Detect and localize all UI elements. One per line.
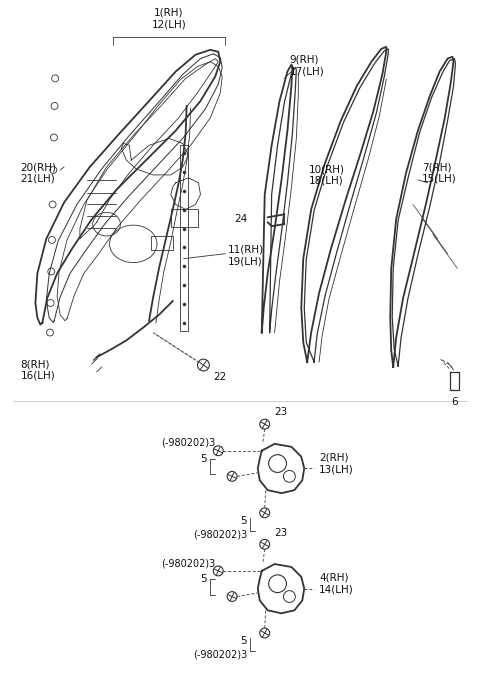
Text: 24: 24: [235, 214, 248, 224]
Text: 5: 5: [240, 516, 247, 526]
Text: 8(RH)
16(LH): 8(RH) 16(LH): [21, 359, 55, 381]
Text: (-980202)3: (-980202)3: [161, 438, 216, 448]
Text: 5: 5: [240, 636, 247, 646]
Text: 22: 22: [213, 372, 227, 382]
Bar: [180, 146, 188, 330]
Text: 1(RH)
12(LH): 1(RH) 12(LH): [152, 8, 186, 29]
Text: 5: 5: [200, 574, 206, 584]
Text: 5: 5: [200, 453, 206, 464]
Text: 20(RH)
21(LH): 20(RH) 21(LH): [21, 162, 57, 183]
Text: 9(RH)
17(LH): 9(RH) 17(LH): [289, 55, 324, 76]
Text: (-980202)3: (-980202)3: [161, 558, 216, 568]
Text: 11(RH)
19(LH): 11(RH) 19(LH): [228, 245, 264, 267]
Bar: [151, 236, 173, 250]
Text: 2(RH)
13(LH): 2(RH) 13(LH): [319, 453, 354, 474]
Text: 7(RH)
15(LH): 7(RH) 15(LH): [422, 162, 456, 183]
Text: (-980202)3: (-980202)3: [192, 530, 247, 539]
Text: 23: 23: [275, 407, 288, 417]
Text: 23: 23: [275, 528, 288, 537]
Text: (-980202)3: (-980202)3: [192, 650, 247, 660]
Text: 4(RH)
14(LH): 4(RH) 14(LH): [319, 573, 354, 594]
Text: 6: 6: [451, 396, 458, 407]
Bar: [171, 210, 199, 227]
Text: 10(RH)
18(LH): 10(RH) 18(LH): [309, 164, 345, 185]
